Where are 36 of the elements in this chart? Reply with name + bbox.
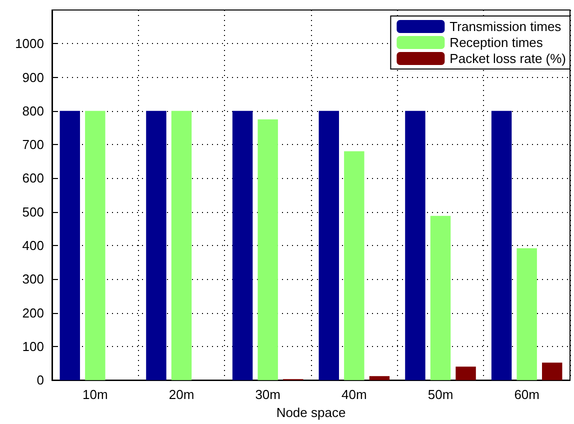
bar [344,151,364,380]
y-tick-label: 1000 [15,36,44,52]
bar [232,110,253,380]
legend-label: Reception times [450,35,544,50]
bar [146,110,166,380]
y-tick-label: 500 [22,204,44,220]
bar [258,119,278,380]
bar [60,110,80,380]
legend-label: Transmission times [450,19,562,34]
legend-label: Packet loss rate (%) [450,51,566,66]
y-tick-label: 400 [22,238,44,254]
bar [171,110,192,380]
bar [318,110,339,380]
x-tick-label: 60m [514,387,540,402]
y-tick-label: 200 [22,305,44,320]
y-tick-label: 300 [22,272,44,287]
y-tick-label: 700 [22,137,44,152]
bar [456,366,476,380]
x-tick-label: 40m [342,387,367,402]
bar [85,110,106,380]
bar [405,110,426,380]
y-tick-label: 800 [22,103,44,118]
x-tick-label: 20m [168,387,194,402]
bar [369,376,390,380]
y-tick-label: 900 [22,70,44,85]
y-tick-label: 600 [22,170,44,186]
x-axis-title: Node space [276,405,346,420]
y-tick-label: 0 [36,372,44,388]
bar [491,110,512,380]
bar [542,362,562,380]
bar [516,248,537,380]
x-tick-label: 30m [255,387,280,402]
x-tick-label: 10m [82,387,108,402]
bar [430,216,451,380]
x-tick-label: 50m [428,387,454,402]
y-tick-label: 100 [22,338,44,354]
